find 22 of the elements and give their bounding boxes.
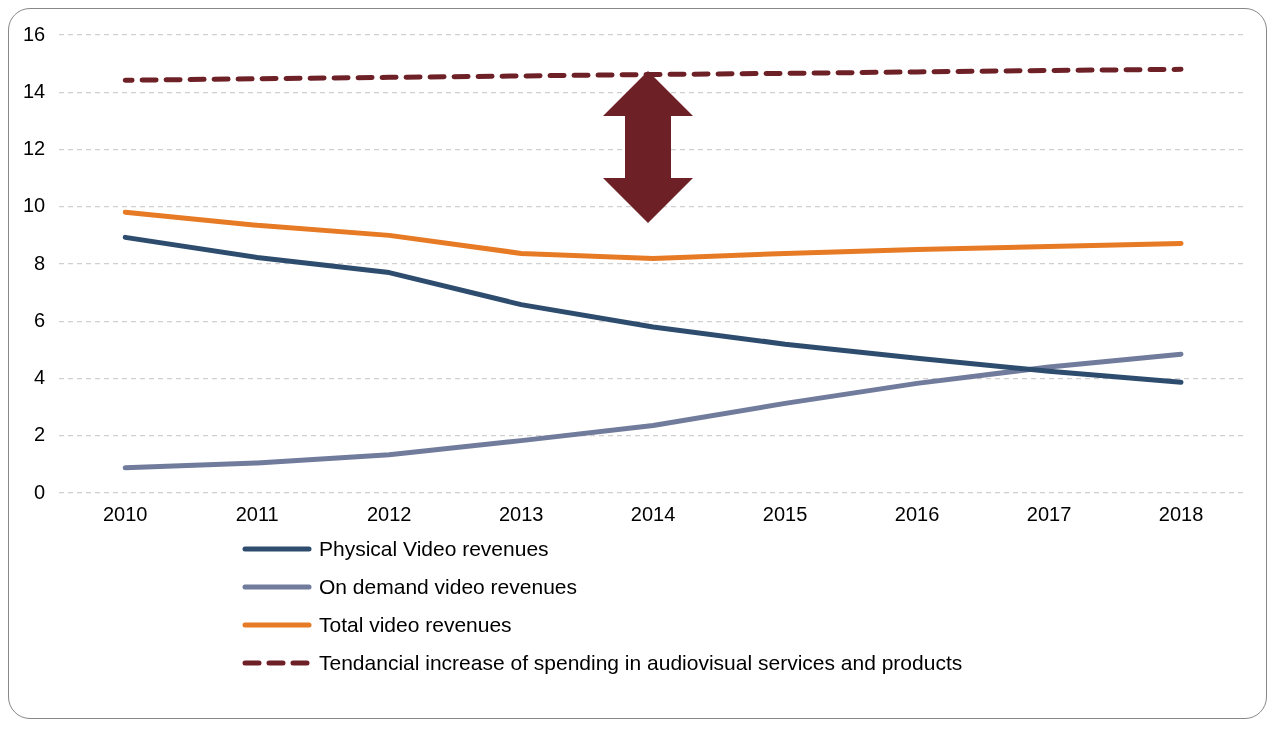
y-tick-label: 4 (34, 366, 46, 389)
legend-label: Physical Video revenues (319, 537, 549, 561)
legend-label: On demand video revenues (319, 575, 577, 599)
x-tick-label: 2018 (1158, 502, 1204, 525)
x-tick-label: 2012 (366, 502, 412, 525)
y-tick-label: 0 (34, 480, 46, 503)
x-tick-label: 2013 (498, 502, 544, 525)
x-tick-label: 2017 (1026, 502, 1072, 525)
x-tick-label: 2015 (762, 502, 808, 525)
x-tick-label: 2011 (235, 502, 279, 525)
y-tick-label: 16 (23, 22, 46, 45)
y-tick-label: 6 (34, 308, 46, 331)
y-tick-label: 12 (23, 137, 46, 160)
x-tick-label: 2016 (894, 502, 940, 525)
x-tick-label: 2010 (102, 502, 148, 525)
legend-label: Tendancial increase of spending in audiovisual services and products (319, 651, 963, 675)
legend-label: Total video revenues (319, 613, 512, 637)
y-tick-label: 2 (34, 423, 46, 446)
x-tick-label: 2014 (630, 502, 676, 525)
y-tick-label: 10 (23, 194, 46, 217)
y-tick-label: 14 (23, 79, 46, 102)
y-tick-label: 8 (34, 251, 46, 274)
